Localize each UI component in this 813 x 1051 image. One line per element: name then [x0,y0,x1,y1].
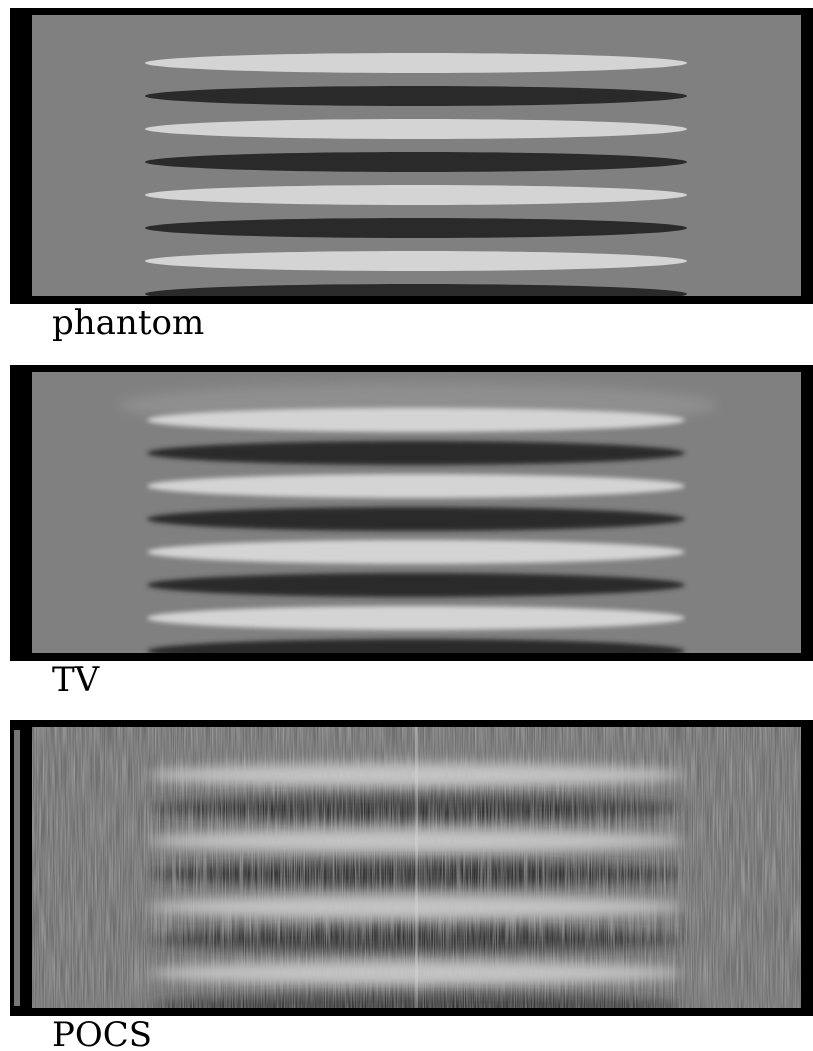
dark-ellipse [147,507,685,531]
panel-label: phantom [52,303,204,343]
light-ellipse [145,53,687,73]
dark-ellipse [145,152,687,172]
dark-ellipse [147,573,685,597]
dark-ellipse [145,218,687,238]
light-ellipse [147,474,685,498]
ellipses [118,383,718,663]
image-panel [10,8,813,304]
dark-ellipse [147,441,685,465]
light-ellipse [147,606,685,630]
panel-label: POCS [52,1015,152,1051]
light-ellipse [147,540,685,564]
light-ellipse [147,408,685,432]
dark-ellipse [145,86,687,106]
panel-label: TV [52,660,101,700]
edge-strip [14,730,20,1006]
light-ellipse [145,119,687,139]
figure: phantom TV POCS [0,0,813,1051]
center-line [415,727,418,1008]
light-ellipse [145,185,687,205]
image-panel [10,720,813,1018]
image-panel [10,365,813,663]
light-ellipse [145,251,687,271]
page: {"panels": [{"label": "phantom"}, {"labe… [0,0,813,1051]
